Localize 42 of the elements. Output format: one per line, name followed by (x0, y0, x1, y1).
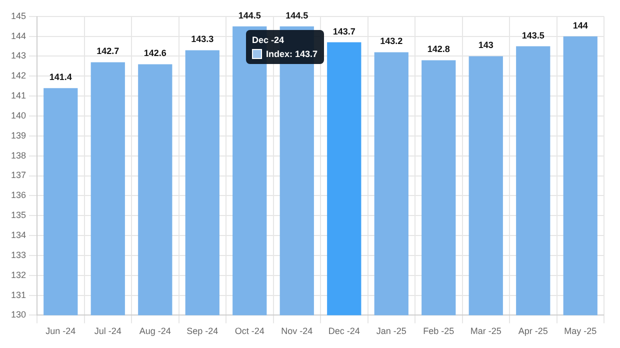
y-tick-label: 139 (10, 130, 26, 140)
x-tick-label: Jun -24 (46, 326, 76, 336)
y-tick-label: 133 (10, 250, 26, 260)
data-label: 142.7 (96, 46, 120, 56)
annotation: Dec -24 (252, 34, 284, 47)
x-tick-label: Sep -24 (186, 326, 218, 336)
x-tick-label: Oct -24 (234, 326, 264, 336)
y-tick-label: 142 (10, 70, 26, 81)
data-label: 143 (478, 40, 494, 50)
y-tick-label: 145 (10, 10, 26, 21)
data-label: 142.6 (144, 48, 166, 58)
y-tick-label: 140 (10, 110, 26, 120)
y-tick-label: 141 (10, 90, 26, 101)
data-label: 143.7 (332, 26, 356, 36)
data-label: 144.5 (286, 10, 308, 20)
data-label: 144.5 (238, 10, 261, 20)
data-label: 141.4 (49, 72, 72, 82)
y-tick-label: 130 (10, 310, 26, 320)
x-tick-label: May -25 (564, 326, 597, 336)
data-label: 142.8 (427, 44, 450, 54)
x-tick-label: Feb -25 (423, 326, 454, 336)
y-tick-label: 136 (10, 190, 26, 200)
data-label: 144 (572, 20, 588, 30)
x-tick-label: Jan -25 (376, 326, 406, 336)
x-tick-label: Jul -24 (94, 326, 122, 336)
y-tick-label: 131 (10, 290, 26, 300)
x-tick-label: Dec -24 (328, 326, 360, 336)
x-tick-label: Nov -24 (281, 326, 313, 336)
x-tick-label: Mar -25 (470, 326, 502, 336)
x-tick-label: Apr -25 (518, 326, 548, 336)
y-tick-label: 135 (10, 210, 26, 220)
y-tick-label: 132 (10, 270, 26, 280)
y-tick-label: 143 (10, 50, 26, 61)
x-tick-label: Aug -24 (139, 326, 171, 336)
y-tick-label: 138 (10, 150, 26, 160)
y-tick-label: 137 (10, 170, 26, 180)
annotation: Index: 143.7 (266, 48, 318, 61)
y-tick-label: 144 (10, 30, 26, 41)
data-label: 143.2 (380, 36, 403, 46)
data-label: 143.3 (191, 34, 214, 44)
y-tick-label: 134 (10, 230, 26, 240)
data-label: 143.5 (522, 30, 544, 40)
